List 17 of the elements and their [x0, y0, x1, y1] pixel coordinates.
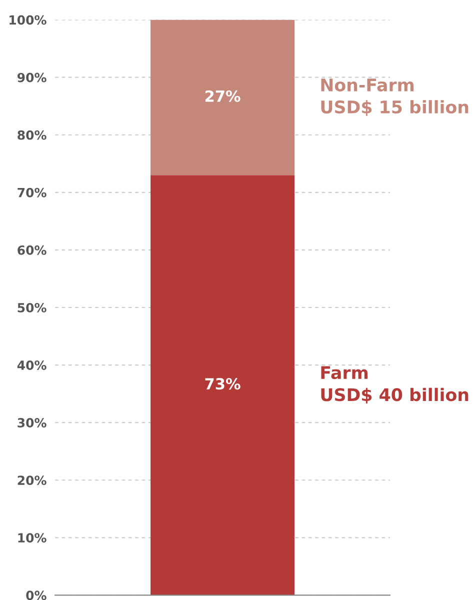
series-label: Farm: [321, 366, 368, 380]
y-tick-label: 30%: [18, 418, 46, 428]
data-label: 73%: [205, 378, 240, 390]
y-tick-label: 80%: [18, 130, 46, 140]
y-tick-label: 70%: [18, 188, 46, 198]
data-label: 27%: [205, 90, 240, 102]
annotation: USD$ 40 billion: [321, 388, 468, 404]
y-tick-label: 40%: [17, 360, 46, 370]
y-tick-label: 10%: [18, 533, 46, 543]
y-tick-label: 50%: [18, 302, 46, 312]
y-tick-label: 60%: [18, 245, 46, 255]
y-tick-label: 20%: [18, 476, 46, 486]
y-tick-label: 0%: [26, 590, 46, 600]
series-label: Non-Farm: [321, 78, 414, 92]
y-tick-label: 90%: [17, 72, 46, 82]
annotation: USD$ 15 billion: [321, 100, 468, 116]
y-tick-label: 100%: [10, 15, 46, 25]
